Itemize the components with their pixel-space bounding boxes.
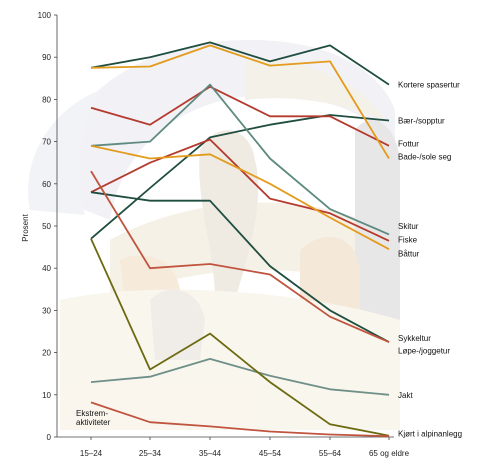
y-tick-label: 10 [42,391,51,400]
y-tick-label: 90 [42,53,51,62]
y-tick-label: 30 [42,306,51,315]
x-tick-label: 25–34 [139,449,162,458]
series-label: Løpe-/joggetur [398,346,450,355]
series-line [90,85,390,147]
series-label: Fottur [398,140,419,149]
series-line [90,238,390,437]
series-line [90,357,390,396]
x-tick-label: 65 og eldre [369,449,410,458]
series-line [90,170,390,343]
series-label: Kortere spasertur [398,81,460,90]
y-tick-label: 60 [42,180,51,189]
x-tick-label: 55–64 [319,449,342,458]
series-layer [90,41,390,438]
series-label: Båttur [398,249,420,258]
x-tick-label: 45–54 [259,449,282,458]
series-line [90,41,390,86]
series-line [90,44,390,159]
axes: 0 10 20 30 40 50 60 70 80 90 100 15–24 25–34 35–44 45–… [38,11,410,458]
x-tick-label: 35–44 [199,449,222,458]
series-line [90,401,390,438]
series-label: Jakt [398,391,413,400]
series-line [90,191,390,343]
series-label-extreme: aktiviteter [76,418,111,427]
series-label: Fiske [398,236,418,245]
series-label: Bær-/sopptur [398,117,445,126]
y-tick-label: 80 [42,95,51,104]
series-labels: Kortere spasertur Bær-/sopptur Fottur Bade-… [76,81,462,439]
y-tick-label: 50 [42,222,51,231]
series-label: Kjørt i alpinanlegg [398,430,462,439]
y-tick-label: 70 [42,138,51,147]
series-line [90,144,390,250]
y-tick-label: 40 [42,264,51,273]
y-tick-label: 20 [42,349,51,358]
series-label-extreme: Ekstrem- [76,409,108,418]
x-tick-label: 15–24 [80,449,103,458]
series-label: Skitur [398,222,419,231]
series-line [90,114,390,240]
y-axis-label: Prosent [21,213,30,241]
series-label: Sykkeltur [398,334,431,343]
background-illustration [28,40,400,430]
y-tick-label: 0 [47,433,52,442]
y-tick-label: 100 [38,11,52,20]
series-line [90,83,390,236]
series-label: Bade-/sole seg [398,152,451,161]
